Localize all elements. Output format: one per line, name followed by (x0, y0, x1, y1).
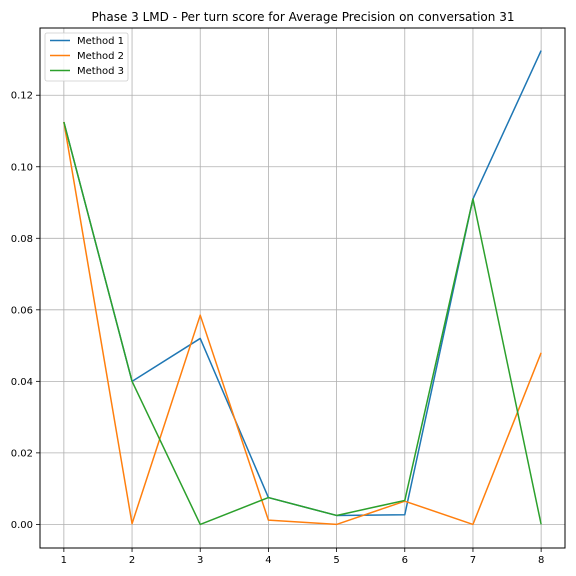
legend: Method 1 Method 2 Method 3 (44, 32, 129, 82)
x-tick-label: 4 (265, 555, 271, 566)
x-tick-label: 8 (538, 555, 544, 566)
y-tick-label: 0.00 (11, 520, 33, 531)
y-tick-label: 0.12 (11, 91, 33, 102)
x-tick-label: 7 (470, 555, 476, 566)
series-line-method-1 (63, 50, 542, 517)
plot-frame (39, 27, 566, 549)
grid-layer (40, 28, 565, 548)
legend-box (44, 32, 129, 82)
series-layer (63, 50, 542, 526)
y-tick-label: 0.02 (11, 448, 33, 459)
x-tick-label: 3 (197, 555, 203, 566)
series-line-method-2 (63, 121, 542, 526)
series-line-method-3 (63, 121, 542, 526)
y-tick-label: 0.04 (11, 377, 33, 388)
legend-label: Method 3 (77, 66, 124, 77)
chart-title: Phase 3 LMD - Per turn score for Average… (92, 10, 515, 24)
x-tick-label: 2 (129, 555, 135, 566)
y-tick-label: 0.08 (11, 234, 33, 245)
x-tick-label: 1 (61, 555, 67, 566)
y-tick-label: 0.06 (11, 305, 33, 316)
ticks-layer: 1 2 3 4 5 6 7 8 0.00 0.02 0.04 0.06 0.08 0.10 0.12 (11, 91, 545, 566)
legend-label: Method 1 (77, 36, 124, 47)
x-tick-label: 5 (333, 555, 339, 566)
legend-label: Method 2 (77, 51, 124, 62)
x-tick-label: 6 (402, 555, 408, 566)
y-tick-label: 0.10 (11, 162, 33, 173)
